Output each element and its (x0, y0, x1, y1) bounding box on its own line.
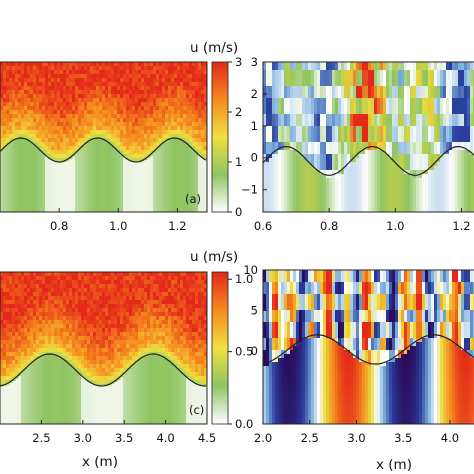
panel-d-bed-line (263, 334, 474, 365)
colorbar-a-cbtick-label: 2 (235, 105, 242, 119)
panel-c-xtick-label: 2.5 (32, 431, 50, 445)
panel-c-xtick-label: 3.5 (115, 431, 133, 445)
panel-a-bed-line (0, 137, 207, 163)
panel-b-xtick-label: 0.6 (254, 219, 272, 233)
panel-d-ytick-label: 5 (251, 304, 258, 318)
panel-d-xtick-label: 3.5 (394, 431, 412, 445)
panel-c-xlabel: x (m) (82, 454, 118, 470)
panel-d-xtick-label: 2.0 (254, 431, 272, 445)
colorbar-c (211, 271, 229, 425)
panel-a-field (0, 62, 207, 212)
colorbar-c-cbtick-label: 1.0 (235, 272, 253, 286)
panel-b-bed-line (263, 146, 474, 176)
panel-d-frame (262, 269, 474, 425)
panel-a: 0.8 1.0 1.2 (a) 0 1 2 3 u (m/s) (0, 40, 242, 233)
panel-d-ytick-label: 10 (243, 263, 258, 277)
colorbar-a (211, 61, 229, 213)
panel-a-xtick-label: 1.2 (168, 219, 186, 233)
panel-b-field (263, 62, 474, 212)
colorbar-c-cbtick-label: 0.5 (235, 345, 253, 359)
panel-a-frame (0, 61, 208, 213)
panel-a-xtick-label: 0.8 (50, 219, 68, 233)
panel-d-ytick-label: 0 (251, 344, 258, 358)
panel-b-ytick-label: 3 (251, 55, 258, 69)
panel-b-xtick-label: 1.0 (386, 219, 404, 233)
colorbar-a-cbtick-label: 0 (235, 205, 242, 219)
panel-d-xtick-label: 3.0 (347, 431, 365, 445)
panel-d-xlabel: x (m) (376, 457, 412, 473)
panel-d: 0 5 10 2.0 2.5 3.0 3.5 4.0 x (m) (243, 263, 474, 473)
panel-b-ytick-label: 1 (251, 119, 258, 133)
colorbar-a-cbtick-label: 1 (235, 155, 242, 169)
colorbar-a-cbtick-label: 3 (235, 55, 242, 69)
panel-b-ytick-label: 0 (251, 151, 258, 165)
panel-c-bed-line (0, 353, 206, 387)
panel-b-xtick-label: 1.2 (452, 219, 470, 233)
colorbar-c-title: u (m/s) (190, 249, 238, 265)
panel-b-ytick-label: −1 (241, 183, 258, 197)
panel-c-xtick-label: 4.5 (198, 431, 216, 445)
panel-b: −1 0 1 2 3 0.6 0.8 1.0 1.2 (241, 55, 474, 233)
panel-c-frame (0, 271, 208, 425)
panel-c: 2.5 3.0 3.5 4.0 4.5 (c) x (m) 0.0 0.5 1.0 u (m… (0, 249, 253, 470)
panel-b-ytick-label: 2 (251, 87, 258, 101)
panel-c-field (0, 272, 207, 424)
panel-d-field (263, 270, 474, 424)
panel-d-xtick-label: 2.5 (301, 431, 319, 445)
panel-c-tag: (c) (189, 403, 204, 417)
panel-c-xtick-label: 3.0 (74, 431, 92, 445)
panel-c-xtick-label: 4.0 (156, 431, 174, 445)
panel-a-tag: (a) (185, 192, 201, 206)
panel-a-xtick-label: 1.0 (109, 219, 127, 233)
panel-d-xtick-label: 4.0 (441, 431, 459, 445)
colorbar-c-cbtick-label: 0.0 (235, 417, 253, 431)
panel-b-frame (262, 61, 474, 213)
panel-b-xtick-label: 0.8 (320, 219, 338, 233)
colorbar-a-title: u (m/s) (190, 40, 238, 56)
